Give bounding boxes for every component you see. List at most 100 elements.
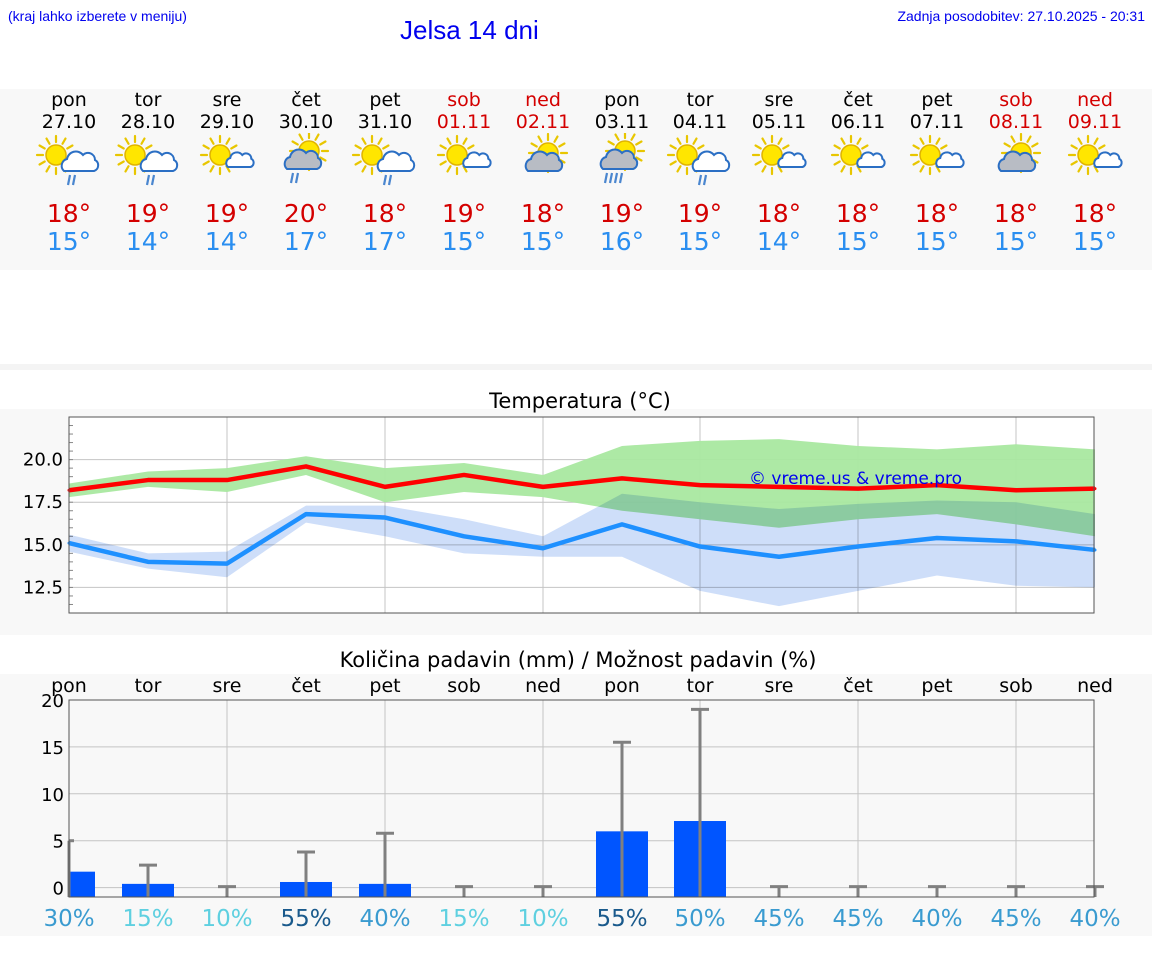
location-hint: (kraj lahko izberete v meniju) xyxy=(8,8,187,24)
temp-min: 14° xyxy=(125,227,171,256)
category-label: sob xyxy=(447,675,481,697)
day-name: tor xyxy=(686,89,714,111)
temp-max: 18° xyxy=(756,199,802,228)
temp-max: 18° xyxy=(993,199,1039,228)
category-label: sre xyxy=(765,675,794,697)
plot-area xyxy=(69,700,1094,897)
temp-min: 17° xyxy=(362,227,408,256)
sun-cloud-light-rain-icon xyxy=(351,134,416,186)
temp-point xyxy=(304,512,308,516)
category-label: sre xyxy=(213,675,242,697)
day-name: ned xyxy=(525,89,561,111)
page-title: Jelsa 14 dni xyxy=(400,15,539,45)
temp-point xyxy=(541,546,545,550)
temp-point xyxy=(383,516,387,520)
precip-probability-label: 40% xyxy=(911,906,962,932)
day-name: sre xyxy=(764,89,794,111)
temp-max: 19° xyxy=(441,199,487,228)
precip-probability-label: 30% xyxy=(43,906,94,932)
sun-small-cloud-icon xyxy=(751,134,807,176)
temp-max: 19° xyxy=(204,199,250,228)
category-label: tor xyxy=(687,675,714,697)
temp-max: 18° xyxy=(520,199,566,228)
temp-point xyxy=(777,555,781,559)
daily-forecast-band xyxy=(0,89,1152,270)
divider-strip xyxy=(0,364,1152,370)
temp-point xyxy=(1014,488,1018,492)
category-label: pet xyxy=(921,675,952,697)
y-tick-label: 0 xyxy=(53,879,64,900)
precip-probability-label: 40% xyxy=(1069,906,1120,932)
day-date: 08.11 xyxy=(988,111,1044,133)
category-label: ned xyxy=(1077,675,1113,697)
temp-point xyxy=(620,476,624,480)
temp-max: 19° xyxy=(125,199,171,228)
last-update: Zadnja posodobitev: 27.10.2025 - 20:31 xyxy=(897,8,1145,24)
day-name: čet xyxy=(843,89,873,111)
sun-cloud-light-rain-icon xyxy=(666,134,731,186)
sun-small-cloud-icon xyxy=(199,134,255,176)
day-name: sre xyxy=(212,89,242,111)
temp-point xyxy=(856,545,860,549)
category-label: čet xyxy=(291,675,321,697)
temp-min: 15° xyxy=(441,227,487,256)
day-date: 29.10 xyxy=(199,111,255,133)
day-date: 04.11 xyxy=(672,111,728,133)
day-name: sob xyxy=(447,89,481,111)
temp-point xyxy=(856,487,860,491)
min-temp-range-band xyxy=(69,493,1095,607)
temp-point xyxy=(620,522,624,526)
temp-min: 15° xyxy=(1072,227,1118,256)
temp-point xyxy=(225,562,229,566)
temp-point xyxy=(777,485,781,489)
temp-max: 18° xyxy=(1072,199,1118,228)
temp-point xyxy=(146,478,150,482)
y-tick-label: 5 xyxy=(53,832,64,853)
temp-max: 18° xyxy=(362,199,408,228)
temp-point xyxy=(698,545,702,549)
temp-max: 18° xyxy=(835,199,881,228)
category-label: tor xyxy=(135,675,162,697)
day-name: ned xyxy=(1077,89,1113,111)
temp-max: 20° xyxy=(283,199,329,228)
temp-min: 15° xyxy=(835,227,881,256)
category-label: pon xyxy=(604,675,640,697)
category-label: čet xyxy=(843,675,873,697)
chart-title: Temperatura (°C) xyxy=(488,389,671,413)
temp-point xyxy=(462,473,466,477)
category-label: pet xyxy=(369,675,400,697)
cloud-sun-heavy-rain-icon xyxy=(599,133,646,184)
temp-min: 15° xyxy=(520,227,566,256)
temp-point xyxy=(225,478,229,482)
temp-min: 15° xyxy=(993,227,1039,256)
temp-point xyxy=(541,485,545,489)
sun-cloud-light-rain-icon xyxy=(114,134,179,186)
day-name: čet xyxy=(291,89,321,111)
y-tick-label: 20.0 xyxy=(23,450,63,471)
sun-small-cloud-icon xyxy=(909,134,965,176)
temp-point xyxy=(698,483,702,487)
category-label: ned xyxy=(525,675,561,697)
cloud-sun-rain-icon xyxy=(283,133,330,184)
y-tick-label: 15 xyxy=(41,738,64,759)
day-date: 05.11 xyxy=(751,111,807,133)
day-name: tor xyxy=(134,89,162,111)
cloud-sun-icon xyxy=(997,133,1042,174)
temp-point xyxy=(935,483,939,487)
day-date: 30.10 xyxy=(278,111,334,133)
day-date: 28.10 xyxy=(120,111,176,133)
precip-probability-label: 10% xyxy=(517,906,568,932)
temp-max: 19° xyxy=(599,199,645,228)
category-label: pon xyxy=(51,675,87,697)
y-tick-label: 12.5 xyxy=(23,577,63,598)
precip-probability-label: 50% xyxy=(674,906,725,932)
category-label: sob xyxy=(999,675,1033,697)
day-date: 07.11 xyxy=(909,111,965,133)
temp-min: 14° xyxy=(204,227,250,256)
day-name: pet xyxy=(369,89,401,111)
temp-point xyxy=(935,536,939,540)
precip-probability-label: 45% xyxy=(990,906,1041,932)
precip-probability-label: 10% xyxy=(201,906,252,932)
day-name: pon xyxy=(51,89,87,111)
temp-max: 18° xyxy=(46,199,92,228)
